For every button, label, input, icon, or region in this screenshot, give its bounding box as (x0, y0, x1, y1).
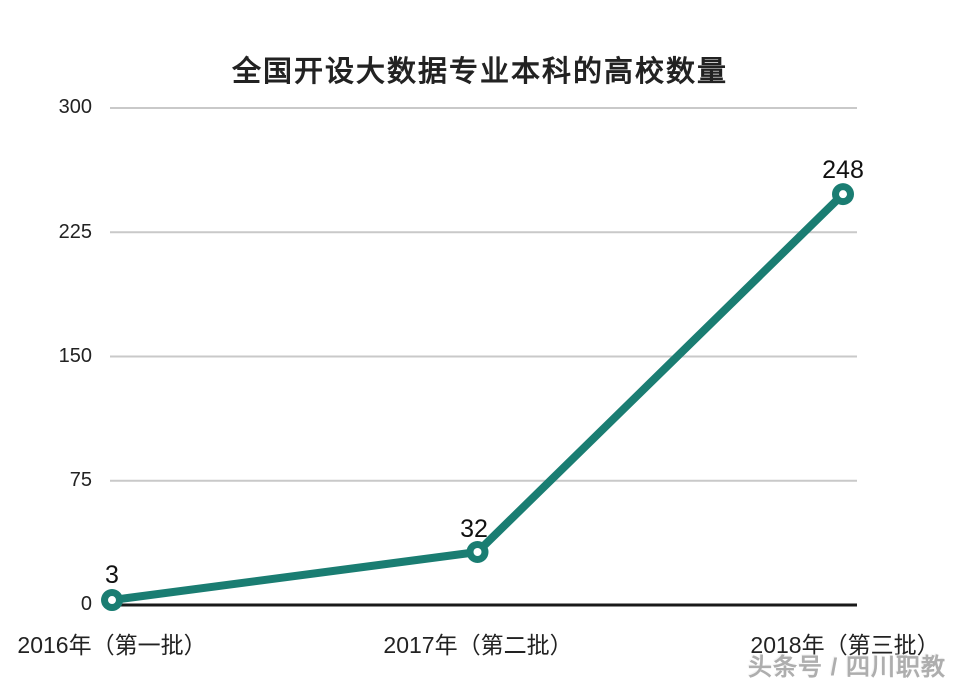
x-axis-label-2016: 2016年（第一批） (17, 632, 207, 658)
y-axis-tick-300: 300 (58, 96, 92, 118)
data-point-hole-1 (473, 547, 482, 556)
y-axis-tick-225: 225 (58, 221, 92, 243)
y-axis-tick-150: 150 (58, 345, 92, 367)
y-axis-tick-0: 0 (80, 593, 92, 615)
data-label-2018: 248 (822, 156, 864, 184)
chart-title: 全国开设大数据专业本科的高校数量 (231, 56, 728, 88)
data-point-hole-2 (839, 190, 847, 199)
data-label-2016: 3 (105, 561, 119, 589)
x-axis-label-2017: 2017年（第二批） (383, 632, 573, 658)
watermark: 头条号 / 四川职教 (747, 654, 946, 681)
data-label-2017: 32 (460, 515, 488, 543)
x-axis-label-2018: 2018年（第三批） (750, 632, 940, 658)
data-point-hole-0 (108, 596, 116, 605)
y-axis-tick-75: 75 (69, 469, 92, 491)
